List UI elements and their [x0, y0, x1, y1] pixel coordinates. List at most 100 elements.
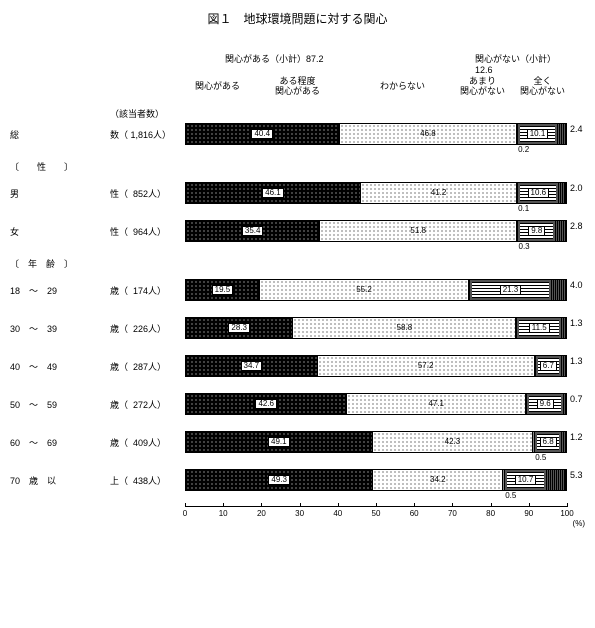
section-gender: 〔 性 〕 [10, 160, 585, 173]
segment-value: 11.5 [529, 323, 550, 334]
bar-segment [561, 318, 566, 338]
end-value: 0.7 [570, 394, 583, 404]
segment-value: 10.1 [527, 129, 549, 140]
row-label: 女 [10, 225, 110, 238]
table-row: 男性（ 852人）46.141.210.62.00.1 [10, 181, 585, 205]
segment-value: 19.5 [212, 285, 234, 296]
bar-segment: 10.1 [518, 124, 556, 144]
bar-segment [555, 221, 566, 241]
row-label: 総 [10, 128, 110, 141]
row-label: 60 ～ 69 [10, 436, 110, 449]
segment-value: 47.1 [426, 400, 446, 409]
axis-tick [261, 503, 262, 507]
bar-segment: 42.6 [186, 394, 347, 414]
table-row: 50 ～ 59歳（ 272人）42.647.19.60.7 [10, 392, 585, 416]
chart-area: 関心がある（小計）87.2 関心がない（小計）12.6 関心がある ある程度 関… [10, 52, 585, 531]
axis-tick [376, 503, 377, 507]
x-axis: (%) 0102030405060708090100 [185, 506, 567, 531]
end-value: 1.3 [570, 318, 583, 328]
segment-value: 46.1 [262, 188, 284, 199]
row-count: 数（ 1,816人） [110, 128, 185, 141]
bar-segment: 42.3 [373, 432, 534, 452]
stacked-bar: 42.647.19.60.7 [185, 393, 567, 415]
segment-value: 9.8 [528, 226, 545, 237]
row-label: 18 ～ 29 [10, 284, 110, 297]
segment-value: 55.2 [354, 286, 374, 295]
table-row: 60 ～ 69歳（ 409人）49.142.36.81.20.5 [10, 430, 585, 454]
segment-value: 57.2 [416, 362, 436, 371]
segment-value: 10.6 [528, 188, 550, 199]
segment-value: 41.2 [429, 189, 449, 198]
bar-segment: 28.3 [186, 318, 293, 338]
bar-segment: 35.4 [186, 221, 320, 241]
bar-segment: 34.2 [373, 470, 503, 490]
axis-tick [491, 503, 492, 507]
end-value: 5.3 [570, 470, 583, 480]
bar-segment [561, 432, 566, 452]
segment-value: 6.8 [540, 437, 557, 448]
cat-dontknow: わからない [380, 82, 425, 92]
row-count: 性（ 852人） [110, 187, 185, 200]
bar-segment: 57.2 [318, 356, 535, 376]
stacked-bar: 49.334.210.75.30.5 [185, 469, 567, 491]
segment-value: 34.2 [428, 476, 448, 485]
below-value: 0.5 [505, 491, 516, 500]
axis-tick [452, 503, 453, 507]
bar-segment: 47.1 [347, 394, 526, 414]
axis-tick-label: 10 [219, 509, 228, 518]
axis-unit: (%) [573, 519, 585, 528]
rows-container: 総数（ 1,816人）40.446.810.12.40.2〔 性 〕男性（ 85… [10, 122, 585, 492]
row-count: 歳（ 174人） [110, 284, 185, 297]
segment-value: 34.7 [241, 361, 263, 372]
table-row: 70 歳 以上（ 438人）49.334.210.75.30.5 [10, 468, 585, 492]
chart-title: 図１ 地球環境問題に対する関心 [10, 10, 585, 27]
stacked-bar: 49.142.36.81.20.5 [185, 431, 567, 453]
stacked-bar: 35.451.89.82.80.3 [185, 220, 567, 242]
segment-value: 35.4 [242, 226, 264, 237]
axis-tick-label: 0 [183, 509, 187, 518]
table-row: 総数（ 1,816人）40.446.810.12.40.2 [10, 122, 585, 146]
bar-segment: 10.6 [518, 183, 558, 203]
bar-segment: 9.8 [518, 221, 555, 241]
segment-value: 49.3 [268, 475, 290, 486]
row-count: 上（ 438人） [110, 474, 185, 487]
row-count: 歳（ 272人） [110, 398, 185, 411]
row-count: 性（ 964人） [110, 225, 185, 238]
below-value: 0.3 [519, 242, 530, 251]
stacked-bar: 46.141.210.62.00.1 [185, 182, 567, 204]
bar-segment [551, 280, 566, 300]
table-row: 30 ～ 39歳（ 226人）28.358.811.51.3 [10, 316, 585, 340]
bar-segment: 46.8 [340, 124, 518, 144]
bar-segment [557, 124, 566, 144]
count-header: （該当者数） [110, 107, 164, 120]
axis-tick [223, 503, 224, 507]
stacked-bar: 40.446.810.12.40.2 [185, 123, 567, 145]
axis-tick [185, 503, 186, 507]
below-value: 0.2 [518, 145, 529, 154]
table-row: 女性（ 964人）35.451.89.82.80.3 [10, 219, 585, 243]
stacked-bar: 28.358.811.51.3 [185, 317, 567, 339]
axis-tick [338, 503, 339, 507]
bar-segment: 55.2 [260, 280, 469, 300]
axis-tick [529, 503, 530, 507]
end-value: 1.2 [570, 432, 583, 442]
segment-value: 40.4 [251, 129, 273, 140]
bar-segment [546, 470, 566, 490]
axis-tick-label: 20 [257, 509, 266, 518]
row-label: 40 ～ 49 [10, 360, 110, 373]
segment-value: 6.7 [540, 361, 557, 372]
table-row: 18 ～ 29歳（ 174人）19.555.221.34.0 [10, 278, 585, 302]
segment-value: 28.3 [228, 323, 250, 334]
bar-segment [558, 183, 566, 203]
row-count: 歳（ 287人） [110, 360, 185, 373]
bar-segment: 21.3 [470, 280, 551, 300]
end-value: 2.0 [570, 183, 583, 193]
segment-value: 10.7 [515, 475, 537, 486]
below-value: 0.1 [518, 204, 529, 213]
table-row: 40 ～ 49歳（ 287人） 34.7 57.2 6.7 1.3 [10, 354, 585, 378]
segment-value: 9.6 [537, 399, 554, 410]
axis-tick-label: 60 [410, 509, 419, 518]
bar-segment: 41.2 [361, 183, 517, 203]
cat-somewhat: ある程度 関心がある [275, 77, 320, 97]
end-value: 1.3 [570, 356, 583, 366]
